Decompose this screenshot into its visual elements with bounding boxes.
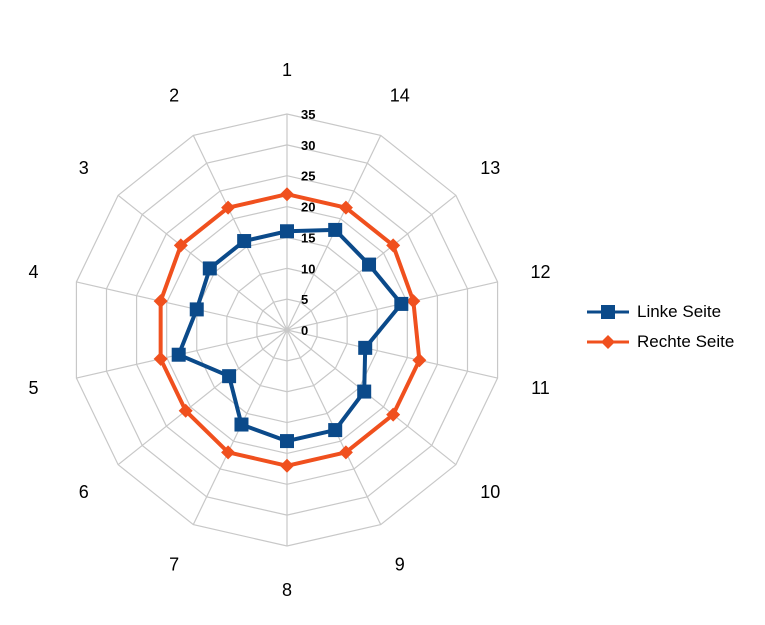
data-point-diamond [338,200,353,215]
data-point-diamond [153,294,168,309]
data-point-square [280,434,294,449]
data-point-diamond [386,238,401,253]
category-label: 1 [282,60,292,80]
tick-label: 15 [301,230,315,245]
category-label: 4 [29,262,39,282]
grid-spoke [286,281,498,331]
grid-spoke [117,194,288,331]
data-point-square [234,417,249,432]
legend-diamond [601,335,615,349]
data-point-diamond [280,187,294,202]
category-label: 14 [390,86,410,106]
legend-marker-square-icon [587,305,629,319]
tick-label: 20 [301,200,315,215]
category-label: 13 [480,158,500,178]
data-point-square [357,384,372,399]
grid-spoke [286,329,498,379]
data-point-square [202,261,217,276]
legend-label: Rechte Seite [637,332,735,351]
data-point-square [328,423,343,438]
data-point-diamond [221,445,236,460]
category-label: 10 [480,482,500,502]
data-point-square [222,369,237,384]
radar-series [153,187,427,473]
data-point-diamond [386,407,401,422]
data-point-square [189,302,204,317]
data-point-diamond [178,403,193,418]
category-label: 8 [282,580,292,600]
tick-label: 35 [301,107,315,122]
category-label: 9 [395,554,405,574]
grid-spoke [117,329,288,466]
data-point-square [280,224,294,239]
category-label: 3 [79,158,89,178]
data-point-diamond [153,351,168,366]
data-point-square [328,222,343,237]
data-point-diamond [406,294,421,309]
data-point-diamond [338,445,353,460]
data-point-square [362,257,377,272]
category-label: 5 [29,378,39,398]
tick-label: 5 [301,292,308,307]
data-point-diamond [221,200,236,215]
grid-spoke [192,135,288,331]
chart-legend: Linke Seite Rechte Seite [585,297,760,357]
grid-spoke [286,329,457,466]
category-label: 7 [169,554,179,574]
legend-marker-diamond-icon [587,335,629,349]
data-point-square [171,347,186,362]
legend-item-linke-seite: Linke Seite [585,297,760,327]
data-point-diamond [280,458,294,473]
category-label: 6 [79,482,89,502]
category-label: 12 [530,262,550,282]
tick-label: 10 [301,261,315,276]
data-point-square [237,234,252,249]
tick-label: 30 [301,138,315,153]
tick-label: 0 [301,323,308,338]
category-label: 11 [531,378,550,398]
grid-spoke [76,281,288,331]
tick-label: 25 [301,169,315,184]
data-point-square [394,296,409,311]
category-label: 2 [169,86,179,106]
legend-square [601,305,615,319]
data-point-square [358,340,373,355]
data-point-diamond [173,238,188,253]
legend-label: Linke Seite [637,302,722,321]
data-point-diamond [412,353,427,368]
radar-tick-labels: 0 5 10 15 20 25 30 35 [301,107,315,338]
legend-item-rechte-seite: Rechte Seite [585,327,760,357]
